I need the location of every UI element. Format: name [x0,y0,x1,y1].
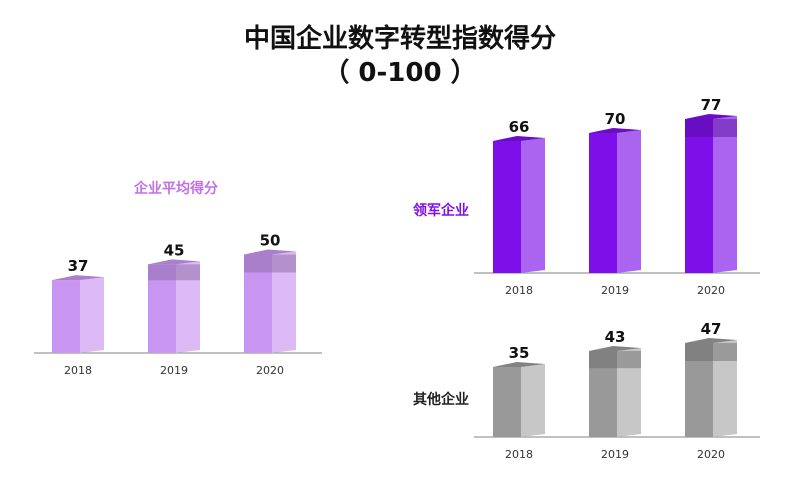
chart-title: 中国企业数字转型指数得分 （ 0-100 ） [0,22,800,90]
avg-bar-side-2019 [176,261,200,353]
other-bar-2019 [589,351,617,437]
avg-value-label: 37 [68,257,89,275]
avg-bar-band-2020 [244,254,296,273]
leader-value-label: 66 [509,118,530,136]
other-bar-top-2020 [685,338,737,343]
avg-panel-label: 企业平均得分 [134,181,218,197]
other-bar-side-2018 [521,364,545,437]
other-bar-top-2019 [589,346,641,351]
leader-category-label: 2020 [697,284,725,297]
avg-bar-top-2019 [148,259,200,265]
avg-bar-top-2020 [244,249,296,255]
other-bar-band-2019 [589,351,641,369]
leader-value-label: 70 [605,110,626,128]
avg-category-label: 2019 [160,364,188,377]
leader-bar-2020 [685,119,713,273]
avg-bar-band-2019 [148,264,200,281]
other-bar-top-2018 [493,362,545,367]
other-bar-band-2020 [685,343,737,361]
other-category-label: 2020 [697,448,725,461]
leader-bar-side-2020 [713,116,737,273]
leader-bar-side-2018 [521,138,545,273]
leader-category-label: 2018 [505,284,533,297]
other-value-label: 35 [509,344,530,362]
other-bar-side-2019 [617,348,641,437]
other-panel-label: 其他企业 [413,392,469,408]
other-value-label: 43 [605,328,626,346]
other-category-label: 2018 [505,448,533,461]
other-value-label: 47 [701,320,722,338]
leader-bar-top-2020 [685,114,737,119]
avg-category-label: 2018 [64,364,92,377]
title-main: 中国企业数字转型指数得分 [243,24,556,54]
leader-value-label: 77 [701,96,722,114]
avg-bar-2019 [148,264,176,353]
leader-bar-2019 [589,133,617,273]
leader-bar-band-2020 [685,119,737,137]
avg-category-label: 2020 [256,364,284,377]
other-bar-side-2020 [713,340,737,437]
title-range: （ 0-100 ） [323,58,477,88]
avg-value-label: 50 [260,232,281,250]
other-category-label: 2019 [601,448,629,461]
avg-bar-top-2018 [52,275,104,281]
leader-bar-top-2018 [493,136,545,141]
leader-bar-2018 [493,141,521,273]
leader-bar-top-2019 [589,128,641,133]
avg-bar-2018 [52,280,80,353]
other-bar-2018 [493,367,521,437]
leader-category-label: 2019 [601,284,629,297]
avg-value-label: 45 [164,241,185,259]
avg-bar-side-2018 [80,277,104,353]
other-bar-2020 [685,343,713,437]
avg-bar-2020 [244,254,272,353]
avg-bar-side-2020 [272,251,296,353]
leader-bar-side-2019 [617,130,641,273]
leader-panel-label: 领军企业 [413,203,469,219]
